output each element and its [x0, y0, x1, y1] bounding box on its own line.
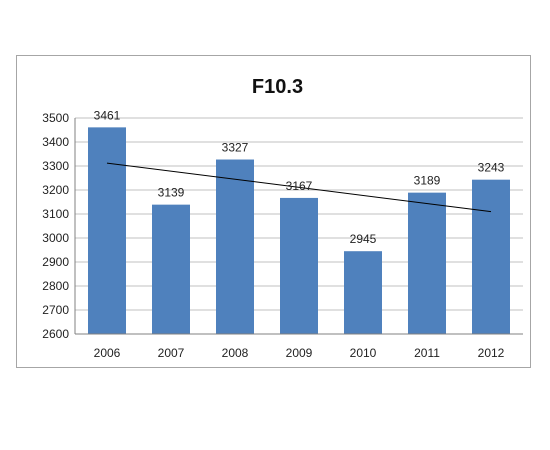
x-tick-label: 2007: [158, 346, 185, 360]
y-tick-label: 2700: [42, 303, 69, 317]
x-tick-label: 2011: [414, 346, 440, 360]
x-tick-label: 2006: [94, 346, 121, 360]
data-label: 3139: [158, 186, 185, 200]
y-tick-label: 3100: [42, 207, 69, 221]
y-tick-label: 3400: [42, 135, 69, 149]
trend-line: [106, 162, 492, 213]
chart-title: F10.3: [252, 76, 303, 98]
bar: [344, 251, 382, 334]
y-tick-label: 2600: [42, 327, 69, 341]
y-tick-label: 3200: [42, 183, 69, 197]
trendline: [106, 162, 492, 213]
data-label: 3327: [222, 141, 249, 155]
y-tick-label: 3000: [42, 231, 69, 245]
x-tick-label: 2009: [286, 346, 313, 360]
data-label: 2945: [350, 232, 377, 246]
bar: [152, 204, 190, 334]
chart-frame: F10.3 3461 3139 3327 3167 2945 3189 3243 2600 2…: [16, 55, 531, 368]
axes: 2600 2700 2800 2900 3000 3100 3200 3300 3400 3500…: [42, 111, 523, 360]
x-tick-label: 2008: [222, 346, 249, 360]
data-label: 3167: [286, 179, 313, 193]
bar: [88, 127, 126, 334]
bars: [88, 127, 510, 334]
bar: [408, 192, 446, 334]
data-label: 3243: [478, 161, 505, 175]
y-tick-label: 2900: [42, 255, 69, 269]
bar: [216, 159, 254, 334]
y-tick-label: 3300: [42, 159, 69, 173]
data-label: 3189: [414, 174, 441, 188]
y-tick-label: 2800: [42, 279, 69, 293]
data-labels: 3461 3139 3327 3167 2945 3189 3243: [94, 108, 505, 246]
x-tick-label: 2012: [478, 346, 505, 360]
bar: [472, 179, 510, 334]
bar: [280, 197, 318, 334]
data-label: 3461: [94, 108, 121, 122]
y-tick-label: 3500: [42, 111, 69, 125]
x-tick-label: 2010: [350, 346, 377, 360]
